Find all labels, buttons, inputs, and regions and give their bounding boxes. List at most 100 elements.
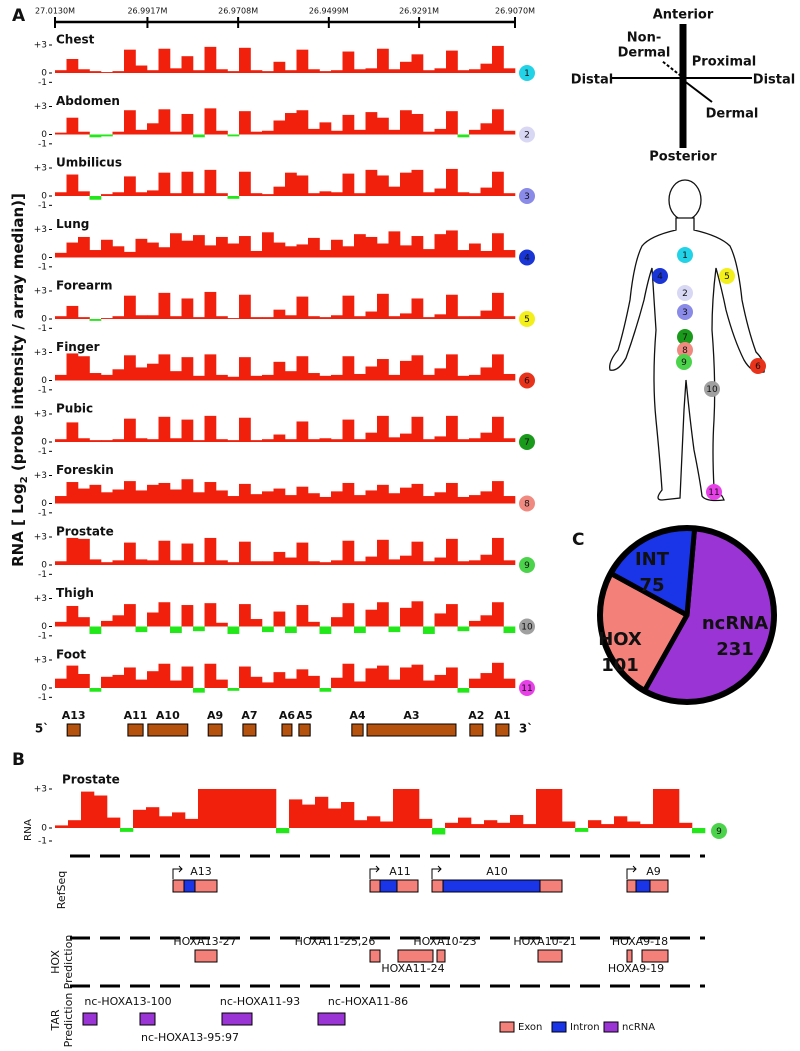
site-marker — [652, 268, 668, 284]
signal-bar — [276, 828, 290, 834]
signal-bar — [227, 562, 240, 565]
site-marker — [719, 268, 735, 284]
signal-bar — [388, 129, 401, 135]
signal-bar — [319, 250, 332, 258]
track-name: Umbilicus — [56, 156, 122, 170]
y-axis-title: RNA [ Log2 (probe intensity / array medi… — [9, 193, 30, 567]
signal-bar — [158, 602, 171, 627]
signal-bar — [365, 311, 378, 319]
signal-bar — [400, 110, 412, 135]
prediction-box — [194, 949, 218, 963]
signal-bar — [101, 492, 113, 504]
signal-bar — [273, 551, 286, 565]
signal-bar — [423, 192, 435, 196]
signal-bar — [388, 559, 401, 565]
signal-bar — [354, 495, 366, 504]
signal-bar — [204, 46, 217, 73]
signal-bar — [55, 132, 67, 135]
signal-bar — [89, 250, 102, 258]
signal-bar — [457, 496, 470, 504]
refseq-label: A10 — [486, 865, 508, 878]
signal-bar — [285, 557, 297, 565]
signal-bar — [319, 562, 332, 565]
signal-bar — [239, 294, 251, 319]
signal-bar — [216, 130, 228, 135]
site-marker — [677, 247, 693, 263]
signal-bar — [273, 361, 286, 381]
x-tick-label: 26.9291M — [399, 7, 439, 16]
signal-bar — [400, 433, 412, 442]
signal-bar — [239, 47, 251, 73]
signal-bar — [377, 415, 389, 442]
prediction-label: HOXA11-25,26 — [295, 935, 376, 948]
site-marker — [519, 311, 535, 327]
prediction-box — [626, 949, 633, 963]
signal-bar — [239, 604, 251, 627]
y-tick-label: +3 — [34, 785, 47, 795]
signal-bar — [411, 601, 424, 627]
signal-bar — [198, 789, 212, 828]
gene-box — [298, 723, 311, 737]
gene-box — [495, 723, 510, 737]
signal-bar — [377, 48, 389, 73]
gene-label: A10 — [156, 709, 180, 722]
signal-bar — [653, 789, 667, 828]
signal-bar — [411, 416, 424, 442]
signal-bar — [319, 317, 332, 319]
signal-bar — [124, 542, 136, 565]
signal-bar — [434, 436, 447, 442]
signal-bar — [411, 236, 424, 258]
signal-bar — [627, 821, 641, 828]
signal-bar — [89, 373, 102, 381]
panel-label: C — [572, 530, 584, 550]
signal-bar — [377, 665, 389, 688]
signal-bar — [469, 374, 481, 381]
signal-bar — [227, 688, 240, 691]
y-tick-label: -1 — [38, 508, 47, 518]
signal-bar — [135, 626, 148, 633]
signal-bar — [185, 818, 199, 828]
site-number: 4 — [657, 272, 663, 282]
signal-bar — [331, 560, 343, 565]
signal-bar — [227, 318, 240, 319]
signal-bar — [89, 196, 102, 200]
signal-bar — [101, 440, 113, 442]
signal-bar — [480, 491, 493, 504]
signal-bar — [181, 479, 194, 504]
tar-label: nc-HOXA13-95:97 — [141, 1031, 239, 1044]
legend-label: Intron — [570, 1022, 600, 1033]
signal-bar — [124, 49, 136, 73]
signal-bar — [423, 317, 435, 319]
signal-bar — [204, 291, 217, 319]
signal-bar — [446, 294, 458, 319]
signal-bar — [239, 357, 251, 381]
signal-bar — [492, 481, 504, 504]
compass-label: Dermal — [706, 107, 759, 122]
signal-bar — [158, 354, 171, 381]
gene-label: A6 — [279, 709, 296, 722]
signal-bar — [377, 175, 389, 196]
signal-bar — [331, 130, 343, 135]
signal-bar — [331, 491, 343, 504]
site-number: 10 — [521, 623, 533, 633]
signal-bar — [315, 796, 329, 828]
compass-label: Proximal — [692, 55, 757, 70]
signal-bar — [434, 234, 447, 258]
signal-bar — [101, 72, 113, 73]
prediction-label: HOXA11-24 — [381, 962, 444, 975]
signal-bar — [112, 615, 125, 627]
site-number: 1 — [524, 69, 530, 79]
signal-bar — [411, 483, 424, 504]
signal-bar — [250, 789, 264, 828]
site-number: 4 — [524, 254, 530, 264]
signal-bar — [181, 171, 194, 196]
signal-bar — [400, 245, 412, 258]
signal-bar — [423, 131, 435, 135]
signal-bar — [365, 668, 378, 688]
y-tick-label: +3 — [34, 471, 47, 481]
gene-label: A5 — [296, 709, 312, 722]
gene-box — [66, 723, 81, 737]
compass-label: Posterior — [649, 150, 717, 165]
signal-bar — [562, 821, 576, 828]
signal-bar — [503, 373, 516, 381]
